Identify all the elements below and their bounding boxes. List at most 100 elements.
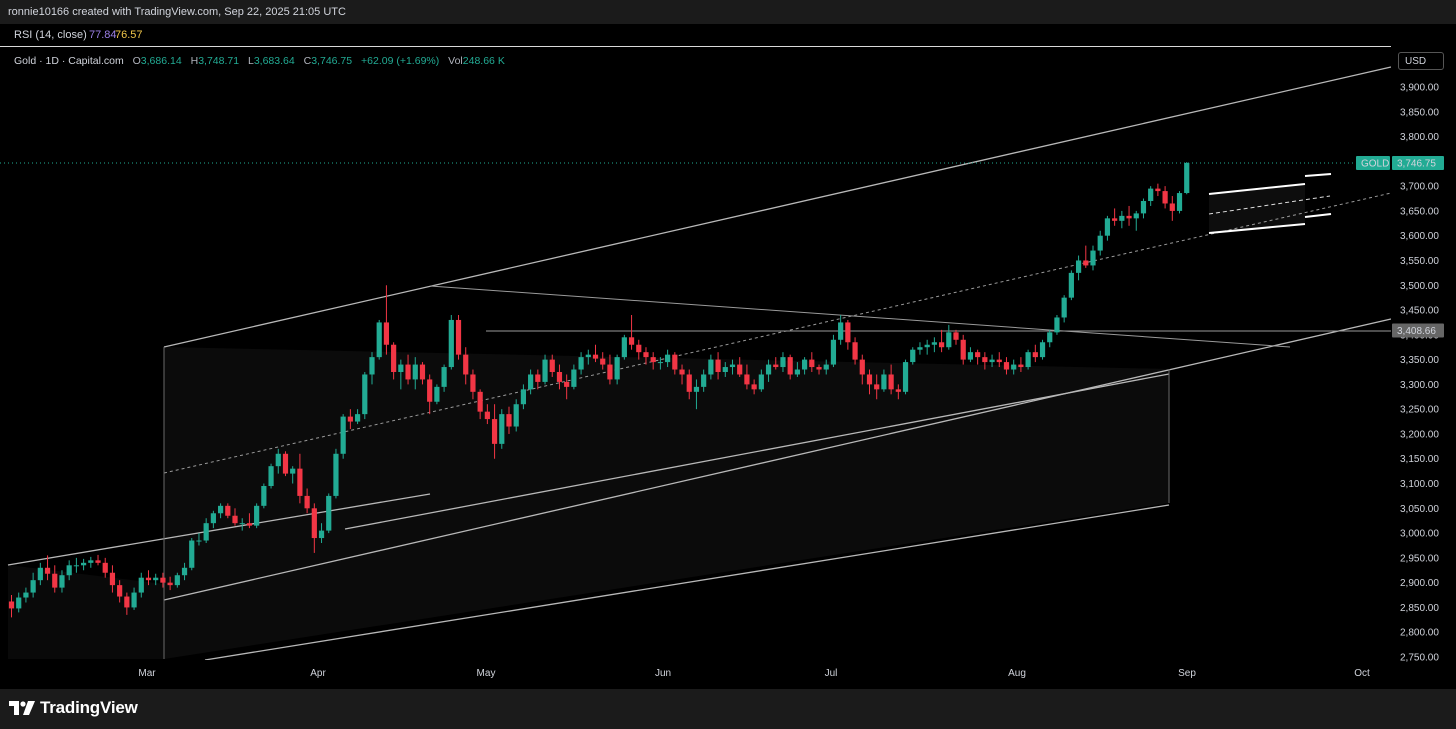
candle xyxy=(859,354,865,385)
candle-body xyxy=(744,374,750,385)
price-tick-label: 3,250.00 xyxy=(1400,405,1439,416)
time-tick-label: Sep xyxy=(1178,668,1196,679)
candle xyxy=(715,352,721,380)
candle-body xyxy=(989,359,995,363)
candle xyxy=(1140,198,1147,219)
rsi-label: RSI (14, close) xyxy=(14,29,87,41)
candle-body xyxy=(715,359,721,372)
time-tick-label: Aug xyxy=(1008,668,1026,679)
candle xyxy=(434,384,440,405)
candle-body xyxy=(585,354,591,358)
candle-body xyxy=(239,523,245,525)
candle-body xyxy=(1003,362,1010,370)
candle xyxy=(1126,205,1132,226)
candle-body xyxy=(340,416,346,454)
channel-lower-line xyxy=(163,318,1392,601)
candle-body xyxy=(1075,260,1082,273)
candle-body xyxy=(679,369,685,375)
candle-body xyxy=(924,344,930,348)
candle-body xyxy=(895,389,901,392)
candle-body xyxy=(845,322,851,343)
candle xyxy=(874,374,880,400)
candle xyxy=(636,339,642,360)
candle-body xyxy=(902,362,909,392)
price-tick-label: 2,900.00 xyxy=(1400,578,1439,589)
candle xyxy=(102,557,108,578)
time-tick-label: Oct xyxy=(1354,668,1370,679)
candle-body xyxy=(160,577,166,583)
time-tick-label: Jul xyxy=(825,668,838,679)
price-tick-label: 3,100.00 xyxy=(1400,479,1439,490)
candle-body xyxy=(931,342,937,345)
candle xyxy=(391,342,397,380)
candle xyxy=(225,503,231,519)
candle xyxy=(902,359,909,395)
price-chart-svg[interactable]: 3,900.003,850.003,800.003,750.003,700.00… xyxy=(0,24,1456,689)
candle xyxy=(484,404,490,425)
candle xyxy=(665,349,671,368)
candle-body xyxy=(874,384,880,390)
candle-body xyxy=(802,359,808,370)
chart-area[interactable]: RSI (14, close) 77.84 76.57 3,900.00 3,85… xyxy=(0,24,1456,689)
candle xyxy=(189,538,195,571)
candle-body xyxy=(571,369,577,387)
price-tick-label: 3,550.00 xyxy=(1400,256,1439,267)
pane-separator[interactable] xyxy=(0,46,1456,47)
flag-midline xyxy=(1208,195,1331,215)
candle-body xyxy=(672,354,678,370)
price-axis-bg xyxy=(1391,24,1456,689)
candle-body xyxy=(210,513,216,524)
candle xyxy=(787,354,793,380)
tradingview-logo[interactable]: TradingView xyxy=(9,698,138,718)
candle xyxy=(304,488,310,514)
candle xyxy=(1047,329,1053,348)
candle-body xyxy=(607,364,613,380)
channel-shade-main xyxy=(164,347,1169,659)
candle xyxy=(1104,215,1111,241)
candle-body xyxy=(1184,162,1190,194)
legend-low-key: L xyxy=(247,55,254,67)
price-tick-label: 3,850.00 xyxy=(1400,107,1439,118)
candle xyxy=(866,369,873,395)
currency-selector[interactable]: USD xyxy=(1398,52,1444,70)
price-tick-label: 3,650.00 xyxy=(1400,206,1439,217)
candle-body xyxy=(1155,188,1161,192)
candle-body xyxy=(16,597,22,609)
candle-body xyxy=(852,342,858,360)
channel-shade-flag xyxy=(1209,184,1305,233)
candle xyxy=(376,319,382,360)
candle xyxy=(1068,270,1074,301)
candle xyxy=(1097,230,1103,256)
candle xyxy=(996,352,1002,368)
legend-high-key: H xyxy=(190,55,199,67)
candle-body xyxy=(391,344,397,372)
candle xyxy=(138,572,144,598)
candle xyxy=(520,384,527,410)
candle-body xyxy=(881,374,887,390)
candle xyxy=(528,369,534,395)
candle-body xyxy=(232,515,238,524)
candle xyxy=(982,352,988,370)
candle xyxy=(491,404,498,459)
candle xyxy=(881,369,887,392)
legend-high-value: 3,748.71 xyxy=(198,55,240,67)
drawings-layer xyxy=(0,66,1392,661)
rsi-value: 77.84 xyxy=(89,29,117,41)
candle-body xyxy=(398,364,404,372)
candle xyxy=(145,570,152,586)
candle xyxy=(693,379,700,410)
candle-body xyxy=(463,354,469,375)
time-tick-label: Apr xyxy=(310,668,326,679)
candle-body xyxy=(513,404,519,427)
candle-body xyxy=(383,322,390,345)
candle xyxy=(419,362,426,385)
candle xyxy=(181,562,188,581)
brand-name: TradingView xyxy=(40,698,138,717)
candle xyxy=(239,518,245,531)
candle xyxy=(592,344,599,363)
candle-body xyxy=(268,466,274,486)
candle-body xyxy=(1148,188,1154,201)
price-tick-label: 3,600.00 xyxy=(1400,231,1439,242)
candle-body xyxy=(124,596,130,608)
candle-body xyxy=(427,379,433,402)
